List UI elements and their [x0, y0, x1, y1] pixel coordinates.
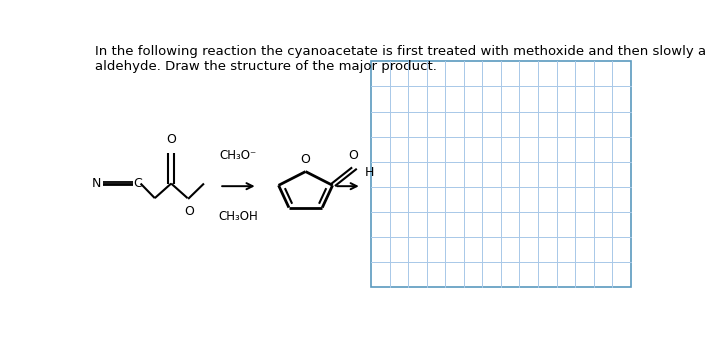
Text: O: O [166, 133, 176, 146]
Text: In the following reaction the cyanoacetate is first treated with methoxide and t: In the following reaction the cyanoaceta… [94, 46, 705, 73]
Text: H: H [364, 166, 374, 179]
Text: C: C [133, 177, 142, 190]
Text: N: N [92, 177, 102, 190]
Text: CH₃O⁻: CH₃O⁻ [220, 149, 257, 162]
Text: O: O [348, 149, 357, 162]
Text: O: O [184, 205, 194, 218]
Text: O: O [300, 153, 310, 166]
Bar [371, 61, 631, 287]
Text: CH₃OH: CH₃OH [219, 210, 258, 223]
